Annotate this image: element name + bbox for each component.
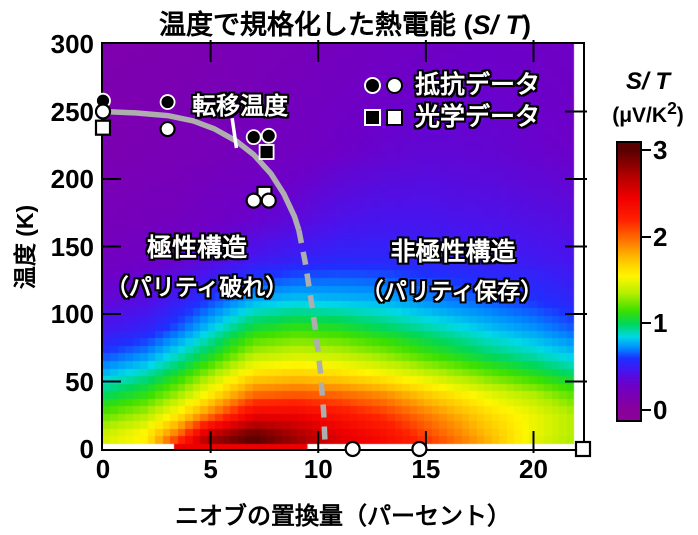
colorbar-tick-label: 2	[653, 221, 668, 252]
colorbar-title: S/ T	[625, 68, 670, 95]
colorbar-tick-mark	[642, 235, 651, 238]
legend-row-resistance: 抵抗データ	[364, 70, 540, 100]
transition-temperature-label: 転移温度	[192, 93, 288, 120]
y-tick-label: 150	[50, 231, 94, 262]
colorbar-unit-prefix: (μV/K	[612, 104, 668, 127]
colorbar-tick-label: 1	[653, 308, 668, 339]
colorbar-unit-sup: 2	[667, 98, 677, 118]
nonpolar-region-label: 非極性構造	[390, 238, 516, 266]
nonpolar-region-sublabel: （パリティ保存）	[360, 278, 544, 304]
filled-circle-marker-icon	[364, 76, 381, 94]
colorbar-tick-mark	[642, 148, 651, 151]
y-axis-label: 温度 (K)	[12, 204, 38, 290]
open-square-marker-icon	[386, 108, 403, 126]
y-tick-label: 300	[50, 29, 94, 59]
legend: 抵抗データ 光学データ	[364, 70, 540, 134]
x-tick-label: 10	[303, 454, 333, 484]
chart-title: 温度で規格化した熱電能 (S/ T)	[0, 3, 690, 42]
y-tick-label: 50	[65, 366, 94, 397]
x-tick-label: 15	[411, 454, 441, 484]
colorbar-tick-mark	[642, 322, 651, 325]
chart-title-prefix: 温度で規格化した熱電能 (	[158, 10, 473, 40]
y-tick-label: 200	[50, 164, 94, 194]
y-tick-label: 100	[50, 299, 94, 329]
x-tick-label: 20	[519, 454, 548, 484]
polar-region-sublabel: （パリティ破れ）	[105, 274, 289, 300]
colorbar-unit-suffix: )	[676, 104, 684, 127]
colorbar	[616, 141, 642, 422]
legend-row-optical: 光学データ	[364, 102, 540, 132]
x-tick-label: 5	[203, 454, 218, 484]
chart-title-suffix: )	[522, 10, 531, 40]
polar-region-label: 極性構造	[146, 234, 247, 262]
open-circle-marker-icon	[386, 76, 403, 94]
colorbar-tick-label: 3	[653, 134, 668, 165]
y-tick-label: 0	[79, 434, 94, 464]
legend-label-optical: 光学データ	[415, 103, 541, 131]
legend-label-resistance: 抵抗データ	[415, 71, 541, 99]
colorbar-tick-label: 0	[653, 395, 668, 425]
x-axis-label: ニオブの置換量（パーセント）	[175, 503, 511, 530]
filled-square-marker-icon	[364, 108, 381, 126]
x-tick-label: 0	[95, 454, 111, 484]
colorbar-tick-mark	[642, 409, 651, 411]
y-tick-label: 250	[50, 96, 94, 127]
colorbar-unit: (μV/K2)	[592, 98, 698, 128]
chart-title-italic: S/ T	[472, 10, 522, 40]
